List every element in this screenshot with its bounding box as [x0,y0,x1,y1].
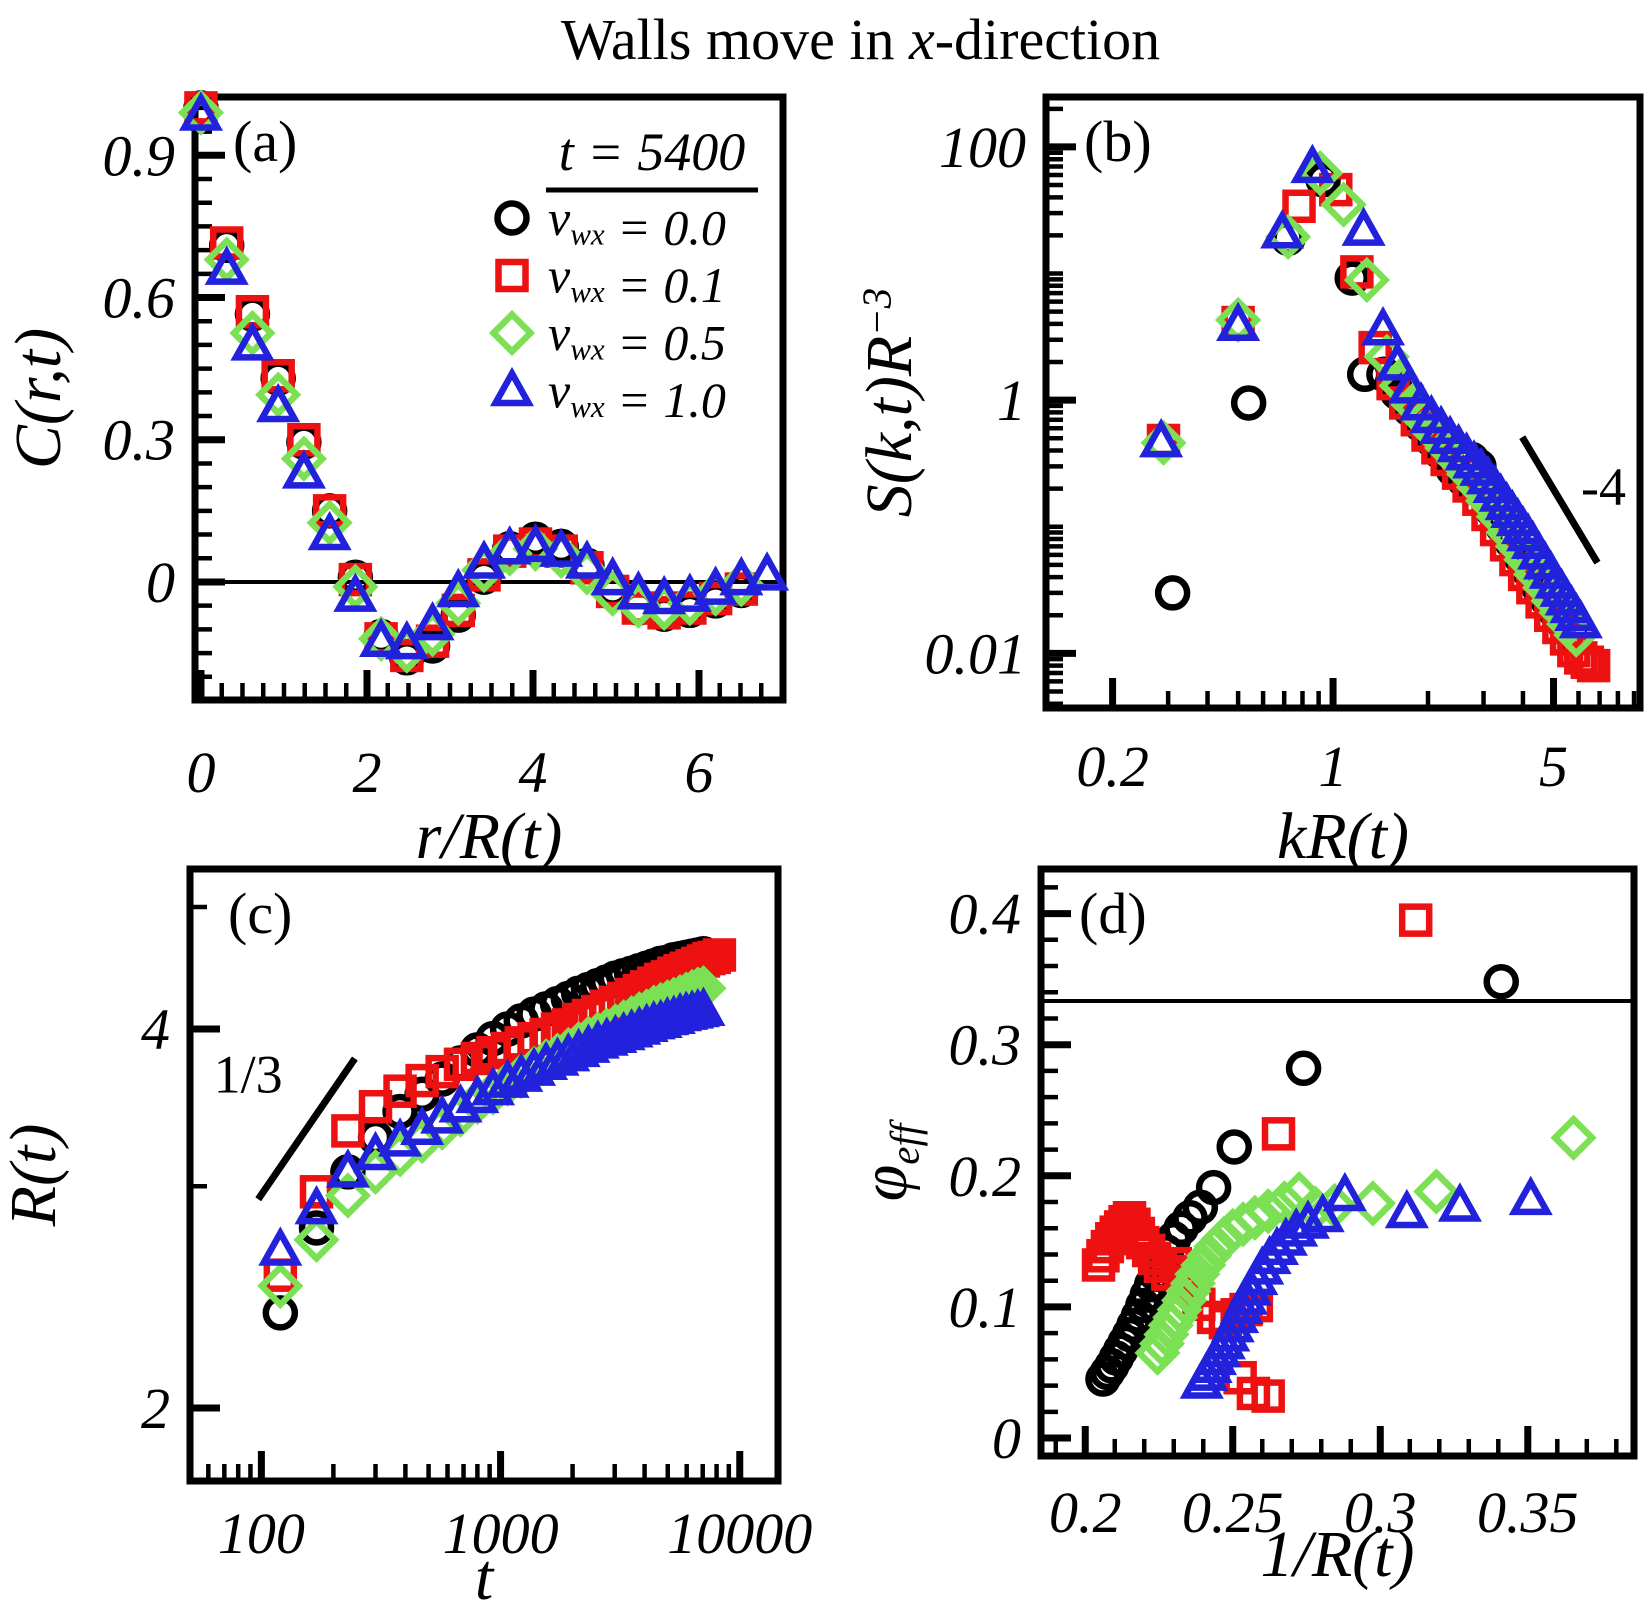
panel-b-x-tick-label: 0.2 [1076,734,1149,799]
panel-c-x-tick-label: 10000 [667,1501,812,1566]
panel-c-y-tick-label: 4 [141,997,170,1062]
panel-a-x-tick-label: 4 [518,740,547,805]
panel-d-x-tick-label: 0.2 [1049,1480,1122,1545]
panel-a-x-tick-label: 0 [186,740,215,805]
panel-a-y-title: C(r,t) [2,328,75,469]
panel-a-y-tick-label: 0.3 [103,408,176,473]
panel-a-x-axis: 0 2 4 6 [186,670,785,805]
legend-item-label: vwx = 0.1 [548,248,726,313]
panel-d-y-tick-label: 0.2 [949,1144,1022,1209]
panel-b-y-axis: 100 1 0.01 [925,106,1076,706]
panel-d-letter: (d) [1079,881,1147,946]
panel-d-series-vwx-1.0 [1179,1171,1553,1399]
panel-a-series-vwx-1.0 [178,91,790,660]
panel-a-y-axis: 0 0.3 0.6 0.9 [103,105,225,680]
panel-d-y-tick-label: 0.4 [949,882,1022,947]
panel-d-y-axis: 0 0.1 0.2 0.3 0.4 [949,882,1071,1471]
panel-d-y-tick-label: 0.3 [949,1013,1022,1078]
panel-c-x-title: t [475,1541,495,1607]
legend-item-label: vwx = 0.0 [548,190,726,255]
title-prefix: Walls move in [560,7,909,72]
panel-d-x-tick-label: 0.25 [1182,1480,1284,1545]
panel-b-series-vwx-1.0 [1139,143,1603,639]
panel-d-x-tick-label: 0.3 [1344,1480,1417,1545]
panel-b-x-axis: 0.2 1 5 [1076,678,1637,799]
panel-b-x-title: kR(t) [1277,800,1409,873]
panel-a-border [191,93,787,704]
legend-item: vwx = 0.0 [494,190,726,255]
panel-c-letter: (c) [228,881,292,946]
panel-a-x-tick-label: 2 [352,740,381,805]
panel-c-border [186,865,782,1485]
panel-b-y-tick-label: 100 [939,115,1026,180]
figure-title: Walls move in x-direction [0,6,1651,73]
panel-b-y-tick-label: 1 [997,368,1026,433]
panel-d-x-axis: 0.2 0.25 0.3 0.35 [1049,1426,1619,1545]
panel-c-series-vwx-1.0 [258,986,726,1266]
legend-item-label: vwx = 0.5 [548,305,726,370]
panel-d-y-tick-label: 0.1 [949,1275,1022,1340]
panel-a-y-tick-label: 0.9 [103,123,176,188]
panel-d-x-tick-label: 0.35 [1477,1480,1579,1545]
panel-b-y-tick-label: 0.01 [925,621,1027,686]
panel-a: 0 2 4 6 0 0.3 0.6 0.9 (a) r/R(t) C(r,t) t = 5400 vwx… [2,89,790,873]
legend-header: t = 5400 [559,122,745,182]
title-suffix: -direction [934,7,1161,72]
panel-b-x-tick-label: 1 [1319,734,1348,799]
panel-c-y-tick-label: 2 [141,1376,170,1441]
panel-b-slope-label: -4 [1581,457,1626,517]
legend-item-label: vwx = 1.0 [548,363,726,428]
panel-a-y-tick-label: 0.6 [103,266,176,331]
panel-b-y-title: S(k,t)R−3 [853,288,926,517]
panel-b-letter: (b) [1084,109,1152,174]
legend-item: vwx = 0.5 [488,305,726,370]
panel-c-y-title: R(t) [0,1124,70,1228]
panel-c-slope-label: 1/3 [214,1045,283,1105]
panel-b-x-tick-label: 5 [1539,734,1568,799]
panel-b-slope-guide [1519,435,1601,565]
panel-c-y-axis: 24 [141,904,220,1441]
title-italic-x: x [908,7,935,72]
panel-a-x-tick-label: 6 [685,740,714,805]
panel-c-x-axis: 100 1000 10000 [206,1451,812,1566]
panel-b: 0.2 1 5 100 1 0.01 -4 (b) kR(t) S(k,t)R−3 [853,93,1644,873]
panel-d-y-title: φeff [848,1118,927,1201]
legend-item: vwx = 0.1 [495,248,726,313]
panel-d-y-tick-label: 0 [992,1406,1021,1471]
panel-c-x-tick-label: 100 [218,1501,305,1566]
panel-d: 0.2 0.25 0.3 0.35 0 0.1 0.2 0.3 0.4 (d) 1/R(t) φeff [848,865,1638,1591]
panel-c-x-tick-label: 1000 [443,1501,559,1566]
panel-d-x-title: 1/R(t) [1261,1518,1415,1591]
panel-c-slope-guide [255,1056,358,1202]
panel-a-letter: (a) [233,109,297,174]
panel-a-y-tick-label: 0 [146,550,175,615]
panel-a-x-title: r/R(t) [416,800,563,873]
panel-d-border [1037,865,1638,1460]
legend-item: vwx = 1.0 [489,363,726,428]
